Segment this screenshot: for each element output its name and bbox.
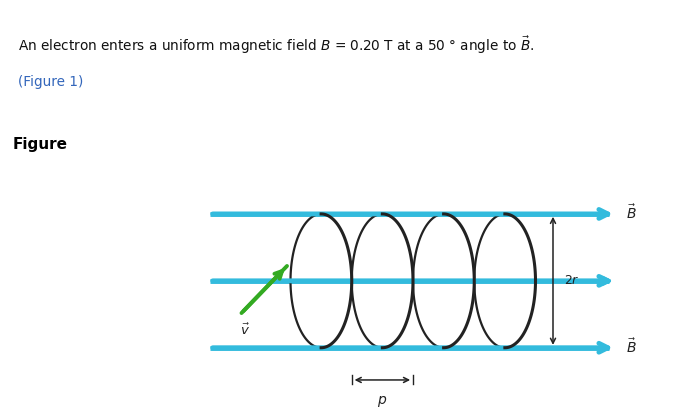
Text: $\vec{v}$: $\vec{v}$ bbox=[240, 323, 250, 338]
Text: $2r$: $2r$ bbox=[564, 274, 579, 287]
Text: $\vec{B}$: $\vec{B}$ bbox=[626, 337, 637, 356]
Text: $\vec{B}$: $\vec{B}$ bbox=[626, 203, 637, 222]
Text: $p$: $p$ bbox=[377, 394, 388, 408]
Text: (Figure 1): (Figure 1) bbox=[18, 75, 83, 89]
Text: An electron enters a uniform magnetic field $B$ = 0.20 T at a 50 $\degree$ angle: An electron enters a uniform magnetic fi… bbox=[18, 35, 534, 56]
Text: Figure: Figure bbox=[13, 137, 68, 152]
